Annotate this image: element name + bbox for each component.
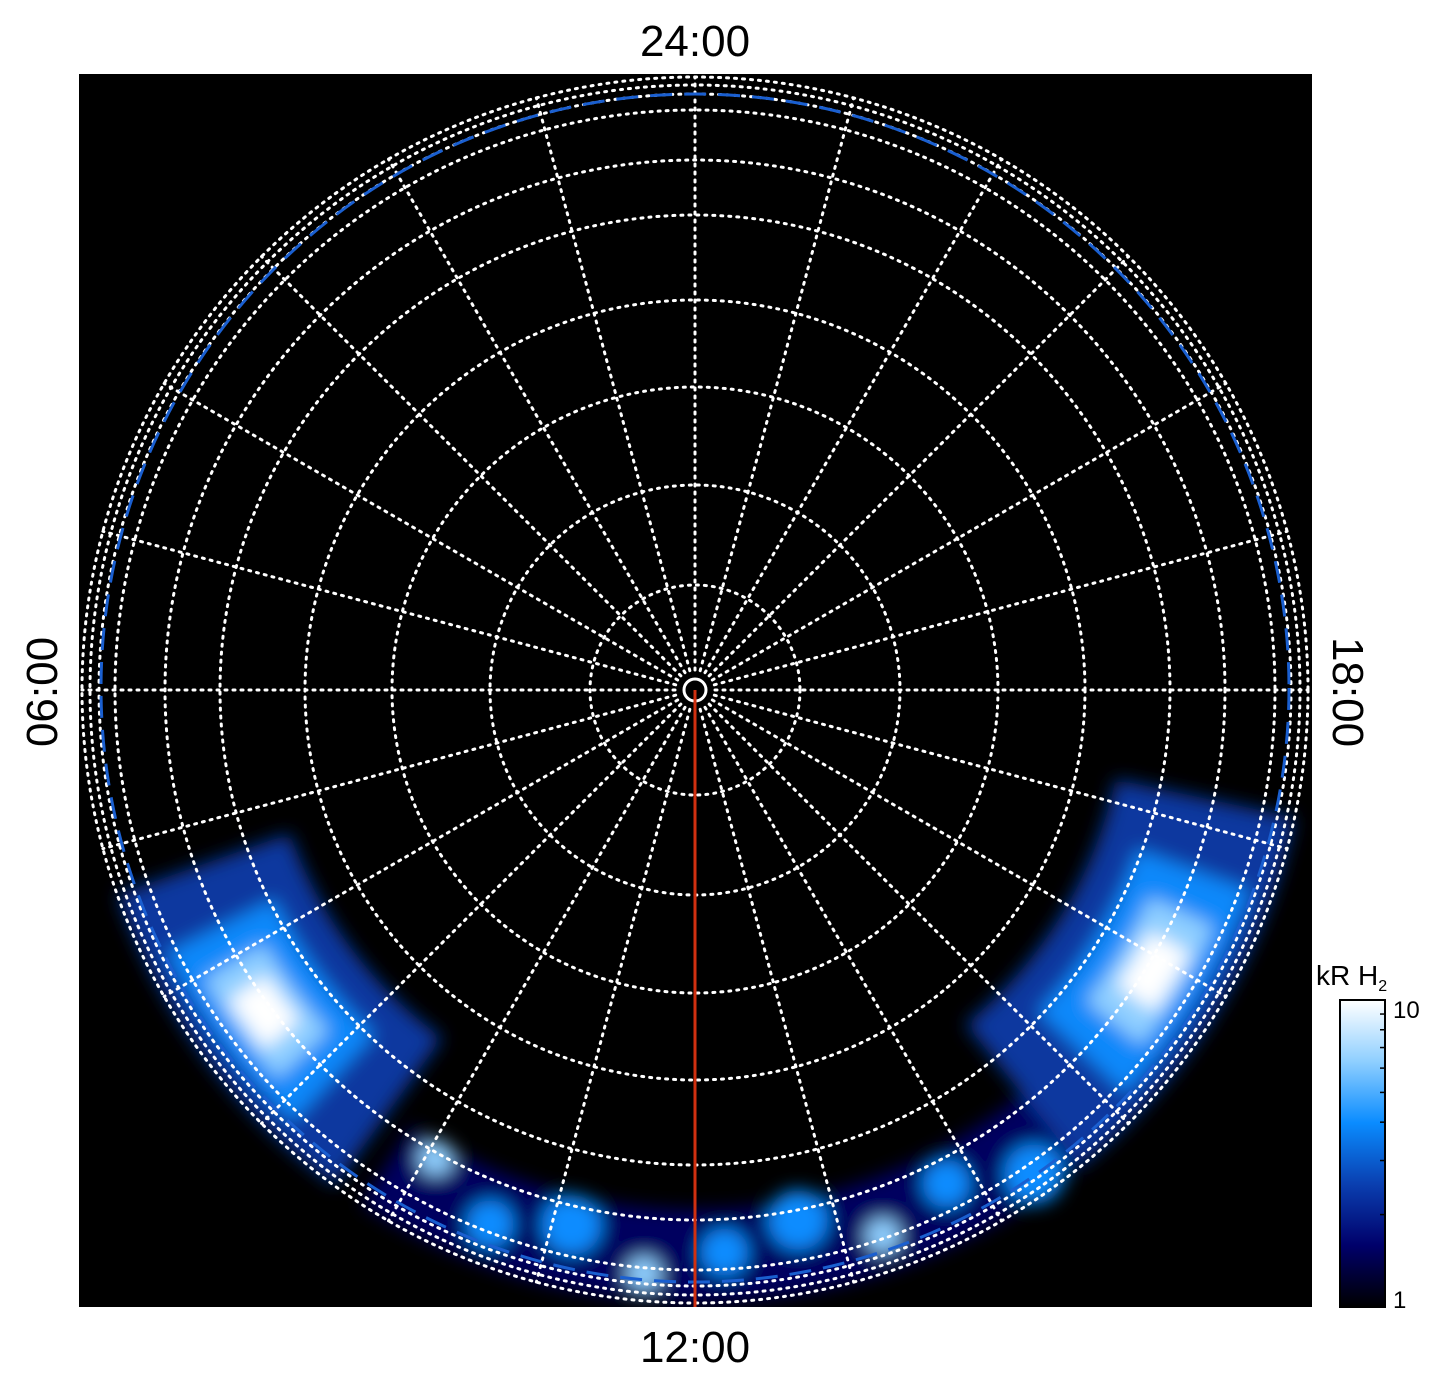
- local-time-meridian: [712, 529, 1289, 687]
- local-time-meridian: [101, 529, 678, 687]
- local-time-meridian: [101, 693, 678, 851]
- local-time-meridian: [698, 707, 856, 1284]
- emission-region-3-patch: [700, 1228, 749, 1277]
- emission-region-3-patch: [466, 1200, 515, 1249]
- emission-region-2-peak: [1116, 931, 1190, 1012]
- local-time-meridian: [703, 157, 1003, 675]
- local-time-meridian: [162, 698, 680, 998]
- local-time-meridian: [260, 702, 683, 1125]
- emission-region-3-patch: [922, 1159, 971, 1208]
- local-time-meridian: [707, 255, 1130, 678]
- local-time-meridian: [162, 382, 680, 682]
- emission-region-3-patch: [768, 1190, 829, 1251]
- local-time-meridian: [712, 693, 1289, 851]
- label-06: 06:00: [18, 637, 67, 747]
- colorbar: kR H2 10 1: [1316, 960, 1420, 1314]
- local-time-meridian: [387, 705, 687, 1223]
- emission-region-3-patch: [625, 1255, 662, 1292]
- emission-region-3-patch: [541, 1194, 602, 1255]
- local-time-meridian: [698, 96, 856, 673]
- local-time-meridian: [260, 255, 683, 678]
- local-time-meridian: [534, 707, 692, 1284]
- label-18: 18:00: [1323, 637, 1372, 747]
- emission-region-1-peak: [228, 975, 300, 1049]
- local-time-meridian: [703, 705, 1003, 1223]
- grid-layer: [80, 75, 1310, 1307]
- local-time-meridian: [710, 382, 1228, 682]
- local-time-meridian: [707, 702, 1130, 1125]
- local-time-meridian: [387, 157, 687, 675]
- colorbar-label: kR H2: [1316, 960, 1387, 995]
- colorbar-gradient: [1339, 999, 1386, 1308]
- local-time-meridian: [710, 698, 1228, 998]
- label-12: 12:00: [640, 1323, 750, 1372]
- emission-region-3-patch: [417, 1139, 454, 1176]
- emission-region-3-patch: [864, 1217, 901, 1254]
- local-time-meridian: [534, 96, 692, 673]
- label-24: 24:00: [640, 17, 750, 66]
- colorbar-tick-min: 1: [1393, 1287, 1406, 1314]
- colorbar-tick-max: 10: [1393, 997, 1420, 1024]
- latitude-circle: [588, 583, 802, 797]
